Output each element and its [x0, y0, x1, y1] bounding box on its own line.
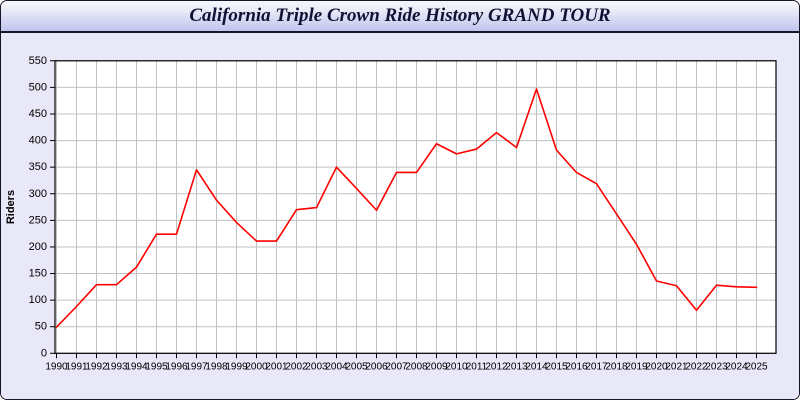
svg-text:450: 450: [29, 108, 47, 120]
svg-text:200: 200: [29, 241, 47, 253]
svg-text:100: 100: [29, 294, 47, 306]
svg-text:400: 400: [29, 135, 47, 147]
svg-text:250: 250: [29, 214, 47, 226]
svg-text:Riders: Riders: [5, 190, 17, 224]
svg-text:150: 150: [29, 268, 47, 280]
svg-text:300: 300: [29, 188, 47, 200]
svg-text:500: 500: [29, 81, 47, 93]
svg-text:2025: 2025: [745, 361, 768, 372]
svg-text:550: 550: [29, 55, 47, 67]
svg-text:50: 50: [35, 321, 47, 333]
svg-text:0: 0: [41, 347, 47, 359]
svg-text:2010: 2010: [445, 361, 468, 372]
svg-text:350: 350: [29, 161, 47, 173]
